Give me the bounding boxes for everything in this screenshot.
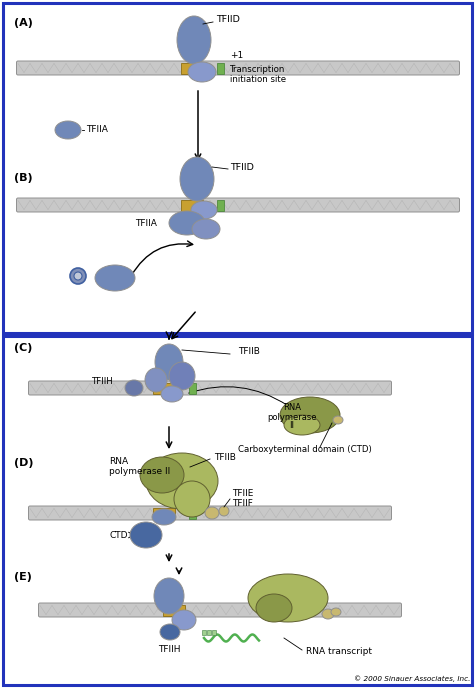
Ellipse shape: [172, 610, 196, 630]
Ellipse shape: [191, 201, 217, 219]
Ellipse shape: [161, 386, 183, 402]
FancyBboxPatch shape: [29, 506, 391, 520]
FancyBboxPatch shape: [3, 336, 472, 685]
Ellipse shape: [180, 157, 214, 201]
FancyBboxPatch shape: [39, 603, 401, 617]
FancyBboxPatch shape: [17, 198, 459, 212]
Ellipse shape: [174, 481, 210, 517]
Ellipse shape: [152, 509, 176, 525]
Text: (E): (E): [14, 572, 32, 582]
Ellipse shape: [219, 506, 229, 516]
Ellipse shape: [169, 211, 205, 235]
Ellipse shape: [160, 624, 180, 640]
Text: TFIIE: TFIIE: [232, 488, 253, 497]
Bar: [202, 630, 206, 635]
Text: (A): (A): [14, 18, 33, 28]
Ellipse shape: [205, 507, 219, 519]
Ellipse shape: [154, 578, 184, 614]
Bar: [153, 508, 175, 519]
Text: TFIIA: TFIIA: [135, 219, 157, 228]
Ellipse shape: [125, 380, 143, 396]
Ellipse shape: [169, 362, 195, 390]
Ellipse shape: [188, 62, 216, 82]
Text: RNA transcript: RNA transcript: [306, 647, 372, 656]
Text: initiation site: initiation site: [230, 76, 286, 85]
Bar: [212, 630, 216, 635]
Text: (B): (B): [14, 173, 33, 183]
Ellipse shape: [331, 608, 341, 616]
Text: Transcription: Transcription: [230, 65, 286, 74]
Ellipse shape: [333, 416, 343, 424]
Text: TFIIA: TFIIA: [86, 125, 108, 134]
Bar: [217, 200, 224, 211]
FancyBboxPatch shape: [17, 61, 459, 75]
Ellipse shape: [145, 368, 167, 392]
Ellipse shape: [146, 453, 218, 509]
Text: (D): (D): [14, 458, 33, 468]
Ellipse shape: [248, 574, 328, 622]
Ellipse shape: [155, 344, 183, 380]
Text: TFIIH: TFIIH: [158, 645, 180, 654]
Bar: [181, 63, 203, 74]
Text: TFIIB: TFIIB: [214, 453, 236, 462]
FancyBboxPatch shape: [29, 381, 391, 395]
Ellipse shape: [140, 457, 184, 493]
Text: polymerase II: polymerase II: [109, 466, 170, 475]
Text: TFIID: TFIID: [230, 162, 254, 171]
Bar: [188, 508, 196, 519]
FancyBboxPatch shape: [3, 3, 472, 333]
Text: Carboxyterminal domain (CTD): Carboxyterminal domain (CTD): [238, 444, 372, 453]
Ellipse shape: [280, 397, 340, 433]
Ellipse shape: [55, 121, 81, 139]
Text: +1: +1: [230, 52, 243, 61]
Ellipse shape: [70, 268, 86, 284]
Bar: [163, 605, 185, 616]
Text: © 2000 Sinauer Associates, Inc.: © 2000 Sinauer Associates, Inc.: [354, 676, 470, 682]
Text: TFIIH: TFIIH: [92, 378, 114, 387]
Ellipse shape: [284, 415, 320, 435]
Ellipse shape: [192, 219, 220, 239]
Text: polymerase: polymerase: [267, 413, 317, 422]
Text: (C): (C): [14, 343, 32, 353]
Ellipse shape: [74, 272, 82, 280]
Bar: [153, 383, 175, 394]
Bar: [181, 200, 203, 211]
Text: RNA: RNA: [283, 402, 301, 411]
Ellipse shape: [256, 594, 292, 622]
Text: II: II: [289, 422, 295, 431]
Bar: [188, 383, 196, 394]
Text: CTD: CTD: [109, 530, 128, 539]
Ellipse shape: [322, 609, 334, 619]
Ellipse shape: [177, 16, 211, 64]
Ellipse shape: [130, 522, 162, 548]
Text: RNA: RNA: [109, 457, 128, 466]
Text: TFIIB: TFIIB: [238, 347, 260, 356]
Text: TFIIF: TFIIF: [232, 499, 253, 508]
Bar: [217, 63, 224, 74]
Text: TFIID: TFIID: [216, 16, 240, 25]
Bar: [207, 630, 211, 635]
Ellipse shape: [95, 265, 135, 291]
